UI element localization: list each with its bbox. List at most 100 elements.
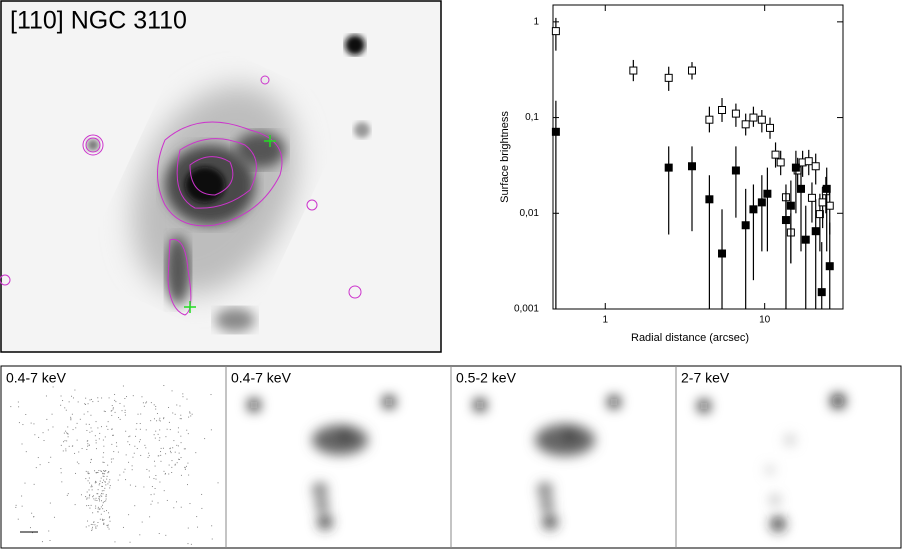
marker bbox=[763, 189, 772, 198]
marker bbox=[825, 262, 834, 271]
photon bbox=[90, 461, 92, 463]
marker bbox=[786, 201, 795, 210]
marker bbox=[551, 127, 560, 136]
photon bbox=[122, 385, 124, 387]
photon bbox=[150, 402, 152, 404]
photon bbox=[94, 470, 96, 472]
photon bbox=[90, 398, 92, 400]
photon bbox=[97, 522, 99, 524]
photon bbox=[157, 433, 159, 435]
photon bbox=[83, 413, 85, 415]
photon bbox=[132, 456, 134, 458]
photon bbox=[105, 500, 107, 502]
photon bbox=[87, 445, 89, 447]
photon bbox=[174, 464, 176, 466]
photon bbox=[104, 411, 106, 413]
photon bbox=[114, 399, 116, 401]
photon bbox=[168, 421, 170, 423]
photon bbox=[91, 530, 93, 532]
photon bbox=[160, 447, 162, 449]
photon bbox=[136, 423, 138, 425]
photon bbox=[137, 413, 139, 415]
photon bbox=[172, 447, 174, 449]
marker bbox=[705, 195, 714, 204]
photon bbox=[124, 411, 126, 413]
photon bbox=[93, 498, 95, 500]
photon bbox=[76, 439, 78, 441]
photon bbox=[176, 404, 178, 406]
marker bbox=[807, 193, 816, 202]
photon bbox=[17, 401, 19, 403]
photon bbox=[124, 397, 126, 399]
photon bbox=[109, 487, 111, 489]
photon bbox=[42, 432, 44, 434]
photon bbox=[105, 484, 107, 486]
photon bbox=[115, 401, 117, 403]
photon bbox=[164, 472, 166, 474]
photon bbox=[67, 433, 69, 435]
photon bbox=[114, 393, 116, 395]
photon bbox=[22, 424, 24, 426]
photon bbox=[119, 474, 121, 476]
photon bbox=[150, 494, 152, 496]
photon bbox=[102, 508, 104, 510]
photon bbox=[169, 448, 171, 450]
photon bbox=[169, 429, 171, 431]
photon bbox=[101, 485, 103, 487]
marker bbox=[687, 66, 696, 75]
photon bbox=[180, 435, 182, 437]
photon bbox=[41, 541, 43, 543]
photon bbox=[107, 524, 109, 526]
photon bbox=[98, 498, 100, 500]
marker bbox=[811, 162, 820, 171]
photon bbox=[165, 453, 167, 455]
photon bbox=[174, 463, 176, 465]
photon bbox=[101, 492, 103, 494]
photon bbox=[97, 397, 99, 399]
photon bbox=[18, 422, 20, 424]
photon bbox=[163, 385, 165, 387]
photon bbox=[133, 452, 135, 454]
photon bbox=[163, 470, 165, 472]
photon bbox=[89, 507, 91, 509]
photon bbox=[63, 432, 65, 434]
photon bbox=[138, 441, 140, 443]
photon bbox=[153, 493, 155, 495]
photon bbox=[100, 470, 102, 472]
photon bbox=[102, 456, 104, 458]
photon bbox=[49, 539, 51, 541]
marker bbox=[731, 109, 740, 118]
photon bbox=[103, 452, 105, 454]
photon bbox=[95, 472, 97, 474]
photon bbox=[87, 471, 89, 473]
photon bbox=[95, 505, 97, 507]
photon bbox=[97, 506, 99, 508]
photon bbox=[96, 499, 98, 501]
panel-label: 0.4-7 keV bbox=[6, 370, 67, 386]
photon bbox=[107, 421, 109, 423]
photon bbox=[170, 452, 172, 454]
photon bbox=[90, 504, 92, 506]
photon bbox=[184, 448, 186, 450]
photon bbox=[90, 486, 92, 488]
photon bbox=[92, 526, 94, 528]
photon bbox=[108, 481, 110, 483]
photon bbox=[76, 422, 78, 424]
marker bbox=[718, 105, 727, 114]
photon bbox=[163, 418, 165, 420]
photon bbox=[114, 411, 116, 413]
photon bbox=[180, 474, 182, 476]
photon bbox=[81, 448, 83, 450]
photon bbox=[35, 467, 37, 469]
photon bbox=[31, 512, 33, 514]
photon bbox=[159, 437, 161, 439]
photon bbox=[104, 473, 106, 475]
photon bbox=[53, 516, 55, 518]
photon bbox=[111, 443, 113, 445]
photon bbox=[141, 521, 143, 523]
photon bbox=[147, 456, 149, 458]
photon bbox=[111, 461, 113, 463]
photon bbox=[91, 489, 93, 491]
photon bbox=[159, 417, 161, 419]
photon bbox=[112, 434, 114, 436]
